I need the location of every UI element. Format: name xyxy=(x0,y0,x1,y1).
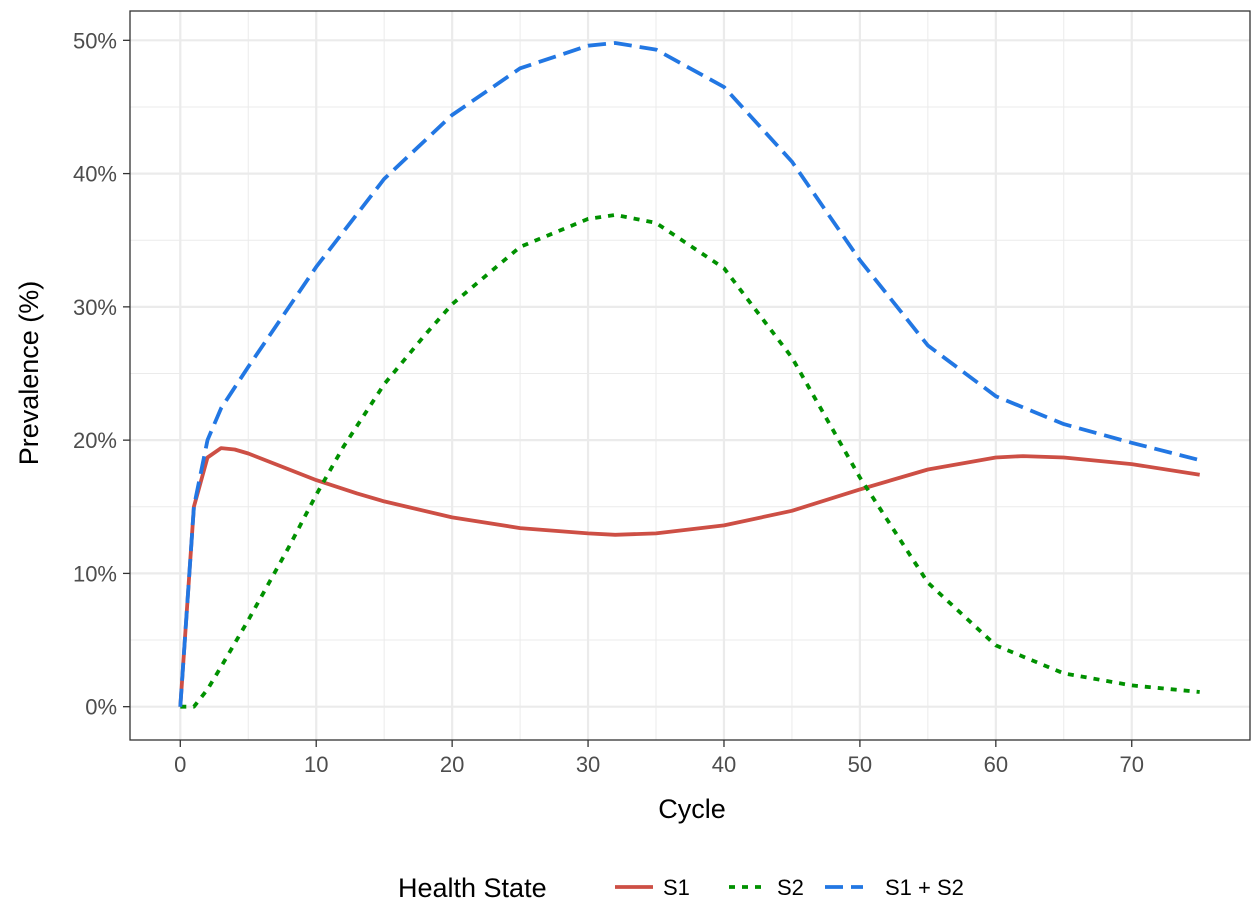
series-line-3 xyxy=(178,41,1201,707)
y-tick-label: 0% xyxy=(85,695,117,720)
y-tick-label: 30% xyxy=(73,295,117,320)
plot-background xyxy=(130,11,1250,740)
legend-title: Health State xyxy=(398,873,547,903)
panel-border xyxy=(129,10,1251,741)
legend-label-1: S1 xyxy=(663,875,690,900)
x-tick-label: 10 xyxy=(304,752,328,777)
series-line-2 xyxy=(180,213,1200,709)
x-tick-label: 60 xyxy=(984,752,1008,777)
y-tick-label: 10% xyxy=(73,561,117,586)
y-tick-label: 20% xyxy=(73,428,117,453)
x-tick-label: 70 xyxy=(1120,752,1144,777)
x-tick-label: 20 xyxy=(440,752,464,777)
axes: 0 10 20 30 40 50 60 70 0% 10% 20% 30% 40% 50% xyxy=(73,28,1144,777)
grid-lines xyxy=(130,11,1250,740)
y-tick-label: 40% xyxy=(73,162,117,187)
series-lines xyxy=(178,41,1201,709)
series-line-1 xyxy=(178,446,1200,707)
y-axis-title: Prevalence (%) xyxy=(14,281,44,466)
x-tick-label: 30 xyxy=(576,752,600,777)
plot-panel xyxy=(130,11,1250,740)
legend-label-3: S1 + S2 xyxy=(885,875,964,900)
x-tick-label: 50 xyxy=(848,752,872,777)
x-tick-label: 0 xyxy=(174,752,186,777)
plot-frame xyxy=(129,10,1251,741)
y-tick-label: 50% xyxy=(73,28,117,53)
legend-label-2: S2 xyxy=(777,875,804,900)
legend: Health State S1 S2 S1 + S2 xyxy=(398,873,964,903)
x-axis-title: Cycle xyxy=(658,794,726,824)
x-tick-label: 40 xyxy=(712,752,736,777)
